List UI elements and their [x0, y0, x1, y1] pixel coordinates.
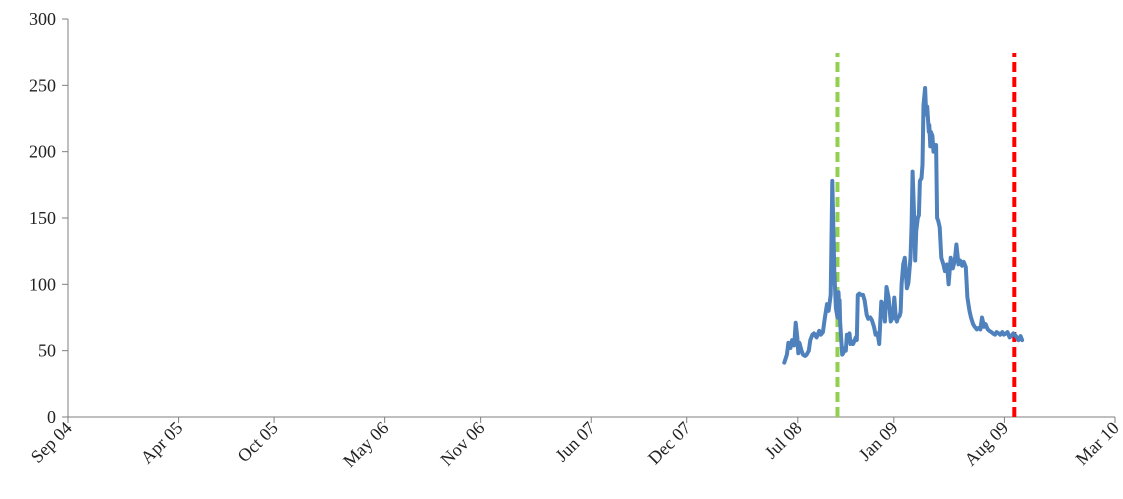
x-tick-label: Oct 05 [233, 418, 281, 466]
y-tick-label: 0 [47, 407, 56, 427]
y-tick-label: 300 [29, 9, 56, 29]
y-axis-ticks: 0 50 100 150 200 250 300 [29, 9, 68, 427]
y-tick-label: 50 [38, 341, 56, 361]
y-tick-label: 100 [29, 274, 56, 294]
y-tick-label: 150 [29, 208, 56, 228]
x-tick-label: Mar 10 [1072, 418, 1123, 469]
series-line-1 [782, 86, 1025, 365]
x-tick-label: May 06 [339, 418, 392, 471]
y-tick-label: 250 [29, 75, 56, 95]
chart-axes [67, 19, 1115, 418]
x-tick-label: Jan 09 [855, 418, 902, 465]
reference-lines [835, 53, 1017, 417]
x-tick-label: Aug 09 [960, 418, 1012, 470]
x-tick-label: Jun 07 [551, 418, 599, 466]
y-tick-label: 200 [29, 142, 56, 162]
x-axis-ticks: Sep 04 Apr 05 Oct 05 May 06 Nov 06 Jun 07 Dec … [27, 417, 1123, 471]
x-tick-label: Apr 05 [137, 418, 187, 468]
x-tick-label: Nov 06 [437, 418, 489, 470]
x-tick-label: Dec 07 [644, 418, 695, 469]
series-layer [782, 86, 1025, 365]
x-tick-label: Jul 08 [761, 418, 806, 463]
